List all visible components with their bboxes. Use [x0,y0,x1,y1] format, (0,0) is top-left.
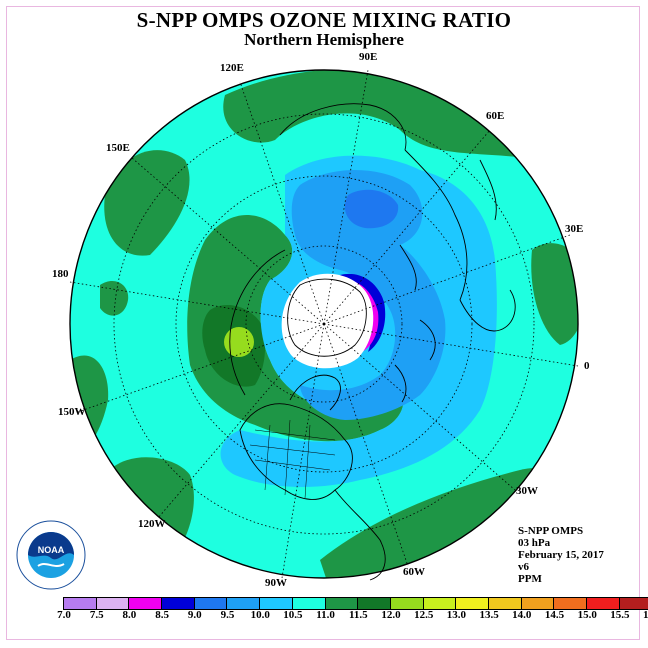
colorbar-tick-label: 9.5 [220,609,235,621]
field-11-5-bottom [320,468,568,578]
colorbar-segment [587,598,620,609]
info-units: PPM [518,573,542,585]
colorbar-tick-label: 10.0 [250,609,270,621]
colorbar-segment [456,598,489,609]
colorbar [63,597,648,610]
lon-label-90e: 90E [359,51,378,63]
colorbar-segment [390,598,424,609]
colorbar-tick-label: 11.5 [348,609,368,621]
polar-night-missing-data [281,273,374,369]
colorbar-segment [227,598,261,609]
lon-label-0: 0 [584,360,590,372]
colorbar-tick-label: 10.5 [283,609,303,621]
map-title: S-NPP OMPS OZONE MIXING RATIO [136,8,512,32]
colorbar-segment [488,598,522,609]
noaa-logo: NOAA [16,520,86,590]
colorbar-tick-label: 7.0 [57,609,71,621]
colorbar-segment [292,598,326,609]
colorbar-tick-label: 13.5 [479,609,499,621]
field-9-5 [291,170,446,420]
colorbar-segment [260,598,293,609]
lon-label-30e: 30E [565,223,584,235]
colorbar-segment [325,598,359,609]
info-date: February 15, 2017 [518,549,604,561]
field-11-5-120w [110,457,194,560]
field-11-5-180 [100,280,129,316]
colorbar-tick-label: 13.0 [446,609,467,621]
colorbar-segment [358,598,391,609]
lon-label-30w: 30W [516,485,538,497]
colorbar-tick-label: 7.5 [89,609,104,621]
colorbar-tick-label: 14.0 [512,609,532,621]
map-subtitle: Northern Hemisphere [244,30,404,49]
lon-label-60w: 60W [403,566,425,578]
lon-label-60e: 60E [486,110,505,122]
frame-border [6,6,640,640]
info-panel: S-NPP OMPS 03 hPa February 15, 2017 v6 P… [518,525,604,585]
colorbar-segment [129,598,163,609]
colorbar-tick-label: 15.5 [610,609,630,621]
state-borders [249,419,336,499]
info-instrument: S-NPP OMPS [518,525,584,537]
field-9-0 [344,189,399,229]
colorbar-tick-label: 12.5 [414,609,434,621]
lon-label-90w: 90W [265,577,287,589]
colorbar-tick-label: 9.0 [187,609,202,621]
field-11-5-150e [104,150,190,256]
field-12-5-west [224,327,254,357]
colorbar-segment [64,598,97,609]
colorbar-segment [619,598,648,609]
map-boundary [69,69,579,579]
colorbar-tick-label: 14.5 [544,609,565,621]
colorbar-segment [96,598,130,609]
colorbar-tick-label: 8.5 [155,609,169,621]
info-level: 03 hPa [518,537,551,549]
lon-label-180: 180 [52,268,69,280]
colorbar-segment [423,598,457,609]
noaa-logo-text: NOAA [38,545,65,555]
colorbar-tick-label: 8.0 [122,609,137,621]
lon-label-120w: 120W [138,518,166,530]
lon-label-120e: 120E [220,62,244,74]
colorbar-segment [554,598,587,609]
graticule [69,69,579,579]
colorbar-tick-label: 11.0 [316,609,335,621]
colorbar-tick-label: 16.0 [642,609,648,621]
contour-fields [70,70,578,578]
colorbar-tick-label: 15.0 [577,609,597,621]
colorbar-segment [194,598,228,609]
info-version: v6 [518,561,529,573]
lon-label-150e: 150E [106,142,130,154]
colorbar-tick-label: 12.0 [381,609,401,621]
coastlines [229,103,516,581]
colorbar-segment [162,598,195,609]
colorbar-segment [521,598,555,609]
lon-label-150w: 150W [58,406,86,418]
